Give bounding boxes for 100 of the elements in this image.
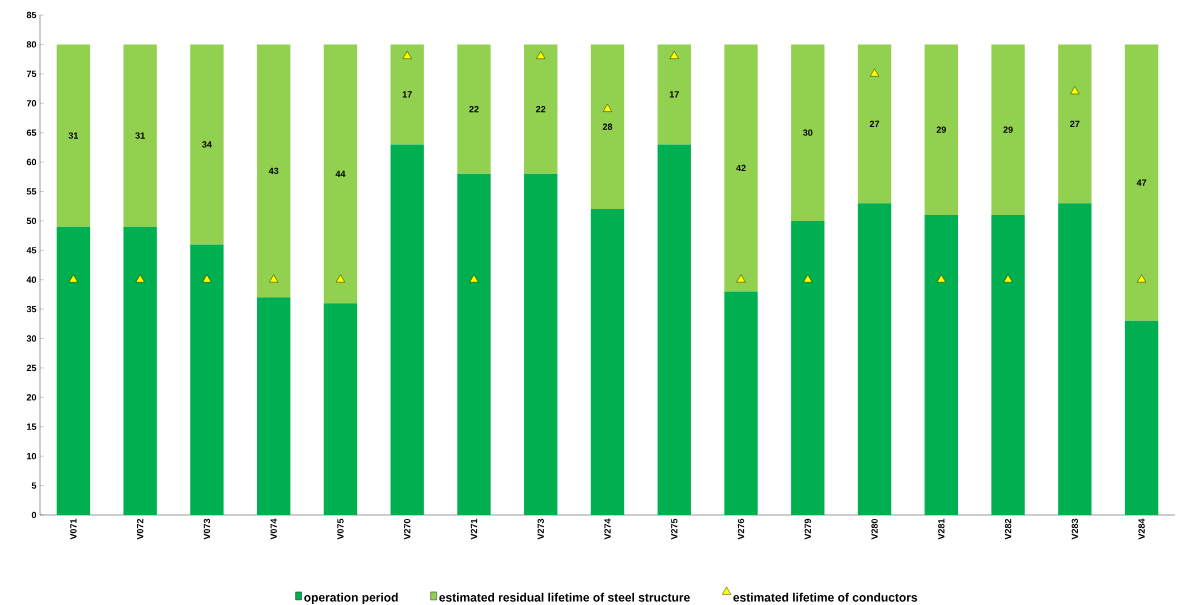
x-tick-label: V273 <box>537 518 544 540</box>
bar <box>390 144 424 515</box>
y-tick-label: 85 <box>26 11 37 19</box>
bar <box>1124 44 1159 321</box>
bar <box>1124 320 1159 515</box>
x-tick-label: V279 <box>804 518 811 540</box>
x-tick-label: V275 <box>671 518 678 540</box>
point <box>135 274 145 283</box>
y-tick-label: 75 <box>26 70 37 77</box>
data-label: 22 <box>469 105 479 113</box>
data-label: 27 <box>869 120 880 127</box>
point <box>803 274 813 283</box>
bar <box>123 226 157 515</box>
bar <box>190 44 224 245</box>
bar <box>657 44 691 145</box>
y-tick-label: 60 <box>26 158 37 166</box>
x-tick-label: V075 <box>337 518 344 540</box>
legend-label: estimated lifetime of conductors <box>733 592 918 602</box>
bar <box>857 44 892 204</box>
bar <box>1058 203 1092 515</box>
data-label: 31 <box>68 132 79 139</box>
legend-label: estimated residual lifetime of steel structure <box>439 592 690 602</box>
y-tick-label: 40 <box>26 276 37 283</box>
y-tick-label: 30 <box>26 335 37 342</box>
point <box>1003 274 1013 283</box>
bar <box>924 215 958 515</box>
x-tick-label: V073 <box>203 518 211 540</box>
bar <box>791 44 825 221</box>
bar <box>457 44 491 174</box>
data-label: 27 <box>1070 120 1080 127</box>
bar <box>457 173 491 515</box>
y-tick-label: 55 <box>26 188 37 195</box>
data-label: 43 <box>268 167 279 175</box>
point <box>68 274 78 283</box>
y-tick-label: 70 <box>26 100 37 107</box>
data-label: 17 <box>402 91 412 98</box>
bar <box>256 297 291 515</box>
x-tick-label: V283 <box>1071 518 1079 540</box>
x-tick-label: V072 <box>136 518 144 540</box>
y-tick-label: 0 <box>31 511 37 519</box>
bar <box>857 203 892 515</box>
bar <box>56 226 91 515</box>
x-tick-label: V270 <box>404 518 411 540</box>
y-tick-label: 65 <box>26 129 37 136</box>
bar <box>590 44 625 210</box>
data-label: 31 <box>135 132 145 139</box>
bar <box>724 291 758 515</box>
bar <box>590 209 625 515</box>
bar <box>123 44 157 227</box>
bar <box>56 44 91 227</box>
data-label: 42 <box>736 164 746 172</box>
point <box>402 50 412 59</box>
data-label: 22 <box>536 105 546 113</box>
point <box>536 50 546 59</box>
x-tick-label: V074 <box>270 518 277 540</box>
y-tick-label: 45 <box>26 247 37 254</box>
y-tick-label: 35 <box>26 305 37 313</box>
bar <box>1058 44 1092 204</box>
point <box>870 68 880 77</box>
point <box>669 50 679 59</box>
data-label: 30 <box>802 129 813 136</box>
data-label: 34 <box>202 141 212 148</box>
bar <box>991 215 1025 515</box>
y-tick-label: 15 <box>27 423 37 430</box>
point <box>1137 274 1147 283</box>
y-tick-label: 10 <box>27 452 37 460</box>
y-tick-label: 20 <box>26 394 37 401</box>
data-label: 17 <box>669 91 679 98</box>
bar <box>524 44 558 174</box>
bar <box>323 303 358 515</box>
point <box>335 274 345 283</box>
data-label: 44 <box>335 170 346 177</box>
point <box>1070 86 1080 95</box>
data-label: 28 <box>602 123 613 130</box>
bar <box>323 44 358 304</box>
bar <box>657 144 691 515</box>
bar <box>791 220 825 515</box>
x-tick-label: V271 <box>470 518 478 540</box>
point <box>202 274 212 283</box>
x-tick-label: V071 <box>70 518 77 540</box>
bar <box>724 44 758 292</box>
y-tick-label: 25 <box>26 364 37 372</box>
data-label: 29 <box>936 126 946 133</box>
y-tick-label: 50 <box>26 217 37 225</box>
bar <box>256 44 291 298</box>
x-tick-label: V284 <box>1138 518 1145 540</box>
bar <box>190 244 224 515</box>
point <box>736 274 746 283</box>
data-label: 47 <box>1136 179 1147 186</box>
bar <box>924 44 958 215</box>
x-tick-label: V282 <box>1004 518 1012 540</box>
y-tick-label: 5 <box>31 482 37 489</box>
point <box>269 274 279 283</box>
x-tick-label: V276 <box>737 518 745 540</box>
x-tick-label: V274 <box>604 518 611 540</box>
legend-label: operation period <box>304 592 398 605</box>
x-tick-label: V281 <box>938 518 945 540</box>
y-tick-label: 80 <box>26 41 37 48</box>
bar <box>524 173 558 515</box>
point <box>602 103 613 112</box>
